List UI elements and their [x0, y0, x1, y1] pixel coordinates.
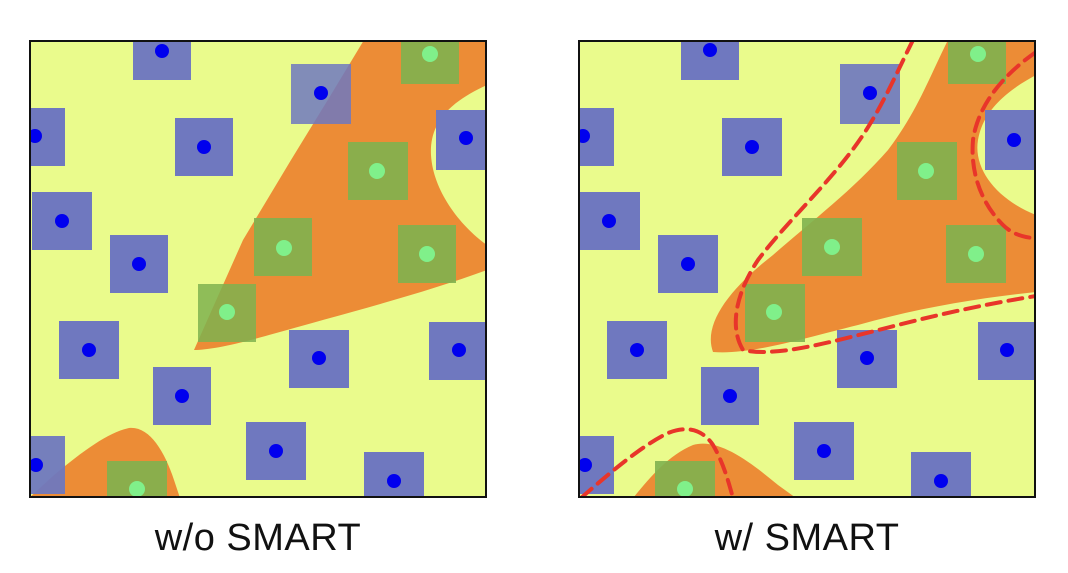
panel-with-smart [578, 40, 1036, 498]
blue-sample [978, 322, 1036, 380]
blue-sample [59, 321, 119, 379]
blue-sample [133, 40, 191, 80]
boundary-curve [733, 40, 1036, 354]
blue-sample [840, 64, 900, 124]
decision-map-left [29, 40, 487, 498]
blue-sample [429, 322, 487, 380]
blue-sample [246, 422, 306, 480]
sample-group [29, 40, 487, 498]
green-sample [348, 142, 408, 200]
blue-sample [911, 452, 971, 498]
blue-sample [29, 108, 65, 166]
green-sample [655, 461, 715, 498]
blue-sample [701, 367, 759, 425]
green-sample [745, 284, 805, 342]
green-sample [198, 284, 256, 342]
green-sample [897, 142, 957, 200]
blue-sample [794, 422, 854, 480]
blue-sample [29, 436, 65, 494]
green-sample [398, 225, 456, 283]
green-sample [802, 218, 862, 276]
boundary-curve [579, 427, 735, 498]
blue-sample [32, 192, 92, 250]
blue-sample [175, 118, 233, 176]
blue-sample [153, 367, 211, 425]
boundary-curve [970, 50, 1036, 240]
panel-without-smart [29, 40, 487, 498]
green-sample [946, 225, 1006, 283]
panel-frame [29, 40, 487, 498]
blue-sample [985, 110, 1036, 170]
blue-sample [291, 64, 351, 124]
green-sample [401, 40, 459, 84]
blue-sample [436, 110, 487, 170]
decision-map-right [578, 40, 1036, 498]
blue-sample [658, 235, 718, 293]
caption-with-smart: w/ SMART [714, 517, 900, 559]
caption-without-smart: w/o SMART [154, 517, 362, 559]
blue-sample [364, 452, 424, 498]
panel-frame [578, 40, 1036, 498]
blue-sample [289, 330, 349, 388]
blue-sample [580, 192, 640, 250]
green-sample [948, 40, 1006, 84]
blue-sample [578, 108, 614, 166]
green-sample [254, 218, 312, 276]
smart-boundary [579, 40, 1036, 498]
blue-sample [110, 235, 168, 293]
blue-sample [722, 118, 782, 176]
blue-sample [607, 321, 667, 379]
blue-sample [578, 436, 614, 494]
blue-sample [681, 40, 739, 80]
green-sample [107, 461, 167, 498]
